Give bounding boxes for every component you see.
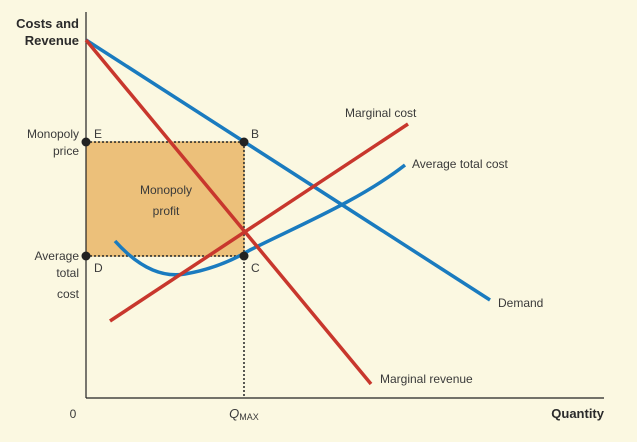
monopoly-price-label-line2: price: [53, 144, 79, 158]
monopoly-price-label-line1: Monopoly: [27, 127, 79, 141]
average-total-cost-label: Average total cost: [412, 157, 509, 171]
qmax-label: QMAX: [229, 406, 259, 422]
demand-label: Demand: [498, 296, 543, 310]
qmax-main: Q: [229, 406, 239, 421]
y-axis-title-line2: Revenue: [25, 33, 79, 48]
marginal-cost-curve: [109, 122, 409, 323]
point-d-label: D: [94, 261, 103, 275]
point-d-marker: [81, 251, 91, 261]
point-b-label: B: [251, 127, 259, 141]
demand-curve: [85, 38, 491, 302]
marginal-revenue-label: Marginal revenue: [380, 372, 473, 386]
x-axis-title: Quantity: [551, 406, 604, 421]
point-b-marker: [239, 137, 249, 147]
atc-label-line2: total: [56, 266, 79, 280]
point-e-label: E: [94, 127, 102, 141]
profit-label-line1: Monopoly: [140, 183, 192, 197]
point-e-marker: [81, 137, 91, 147]
marginal-cost-label: Marginal cost: [345, 106, 417, 120]
point-c-marker: [239, 251, 249, 261]
origin-label: 0: [70, 407, 77, 421]
qmax-subscript: MAX: [239, 412, 259, 422]
point-c-label: C: [251, 261, 260, 275]
average-total-cost-curve: [113, 163, 407, 277]
profit-label-line2: profit: [153, 204, 180, 218]
marginal-revenue-curve: [84, 38, 373, 386]
atc-label-line3: cost: [57, 287, 80, 301]
atc-label-line1: Average: [35, 249, 80, 263]
monopoly-profit-region: [85, 141, 245, 257]
y-axis-title-line1: Costs and: [16, 16, 79, 31]
